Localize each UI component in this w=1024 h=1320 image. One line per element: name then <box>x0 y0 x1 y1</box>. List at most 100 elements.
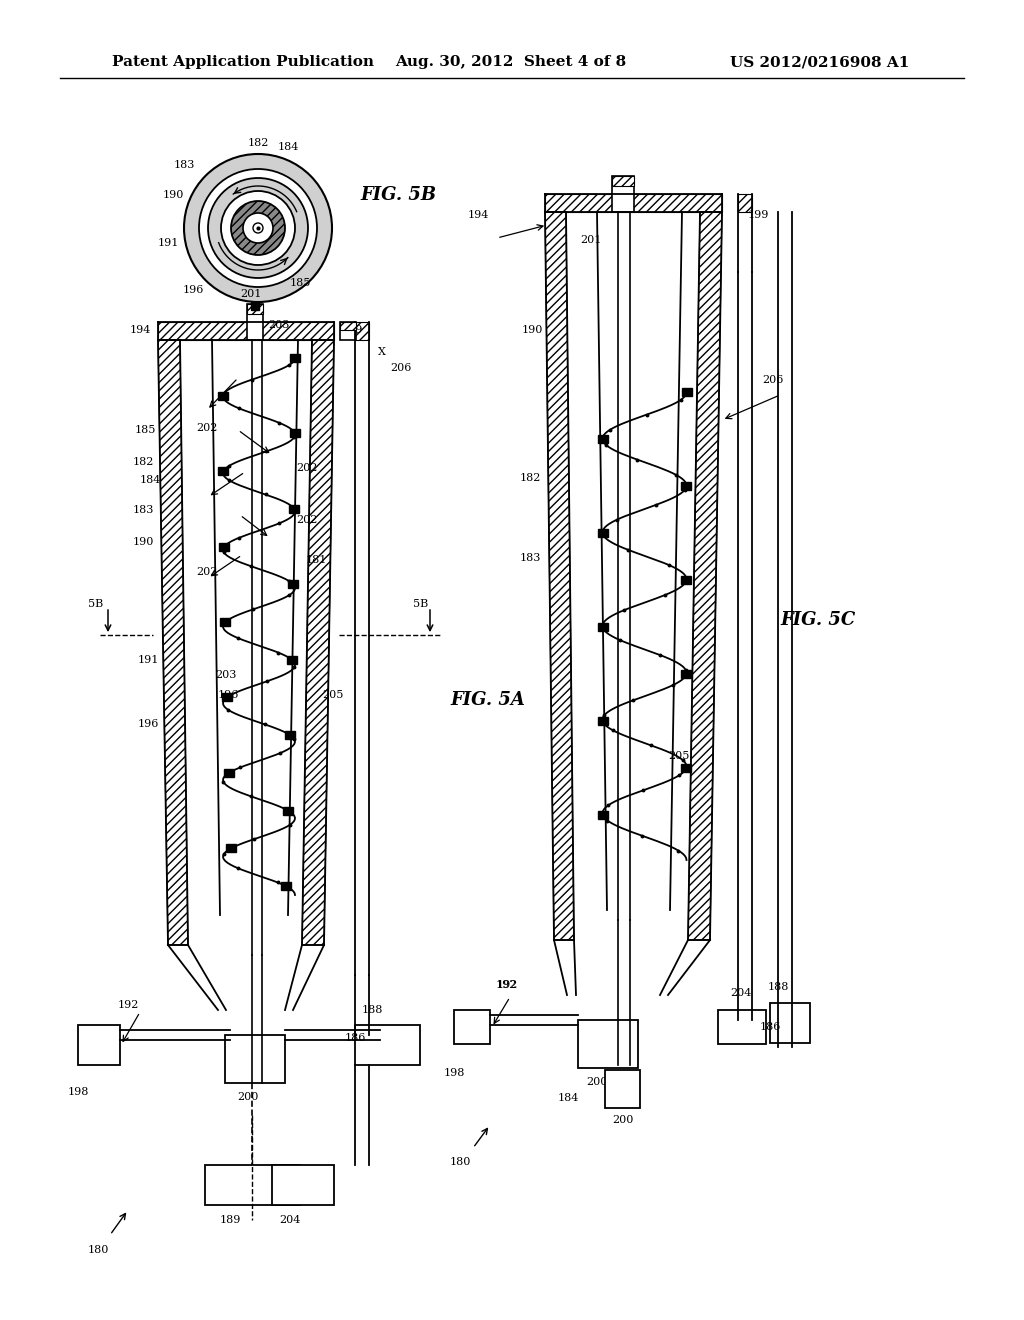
Text: 190: 190 <box>163 190 184 201</box>
Text: 199: 199 <box>342 325 364 335</box>
Text: 189: 189 <box>220 1214 242 1225</box>
Text: 205: 205 <box>322 690 343 700</box>
Text: 200: 200 <box>586 1077 607 1086</box>
Bar <box>247 304 263 314</box>
Text: 188: 188 <box>768 982 790 993</box>
Text: 204: 204 <box>730 987 752 998</box>
Polygon shape <box>158 341 188 945</box>
Text: 194: 194 <box>130 325 152 335</box>
Text: 198: 198 <box>68 1086 89 1097</box>
Ellipse shape <box>208 178 308 279</box>
Text: 200: 200 <box>612 1115 634 1125</box>
Text: FIG. 5C: FIG. 5C <box>780 611 855 630</box>
Polygon shape <box>688 213 722 940</box>
Bar <box>682 482 691 490</box>
Bar <box>290 354 300 362</box>
Text: 191: 191 <box>158 238 179 248</box>
Text: 206: 206 <box>390 363 412 374</box>
Text: 196: 196 <box>183 285 205 294</box>
Text: 196: 196 <box>138 719 160 729</box>
Text: 203: 203 <box>268 319 290 330</box>
Bar <box>770 1003 810 1043</box>
Text: 192: 192 <box>496 979 517 990</box>
Bar <box>220 618 230 626</box>
Text: 186: 186 <box>760 1022 781 1032</box>
Text: 181: 181 <box>306 554 328 565</box>
Text: 198: 198 <box>444 1068 465 1078</box>
Text: 201: 201 <box>240 289 261 300</box>
Text: 190: 190 <box>522 325 544 335</box>
Text: 185: 185 <box>290 279 311 288</box>
Text: 191: 191 <box>138 655 160 665</box>
Bar <box>224 768 233 777</box>
Bar <box>283 807 293 814</box>
Bar <box>682 388 691 396</box>
Text: 192: 192 <box>497 979 518 990</box>
Ellipse shape <box>221 191 295 265</box>
Bar <box>226 845 237 853</box>
Text: 204: 204 <box>279 1214 300 1225</box>
Bar <box>78 1026 120 1065</box>
Ellipse shape <box>243 213 273 243</box>
Bar <box>605 1071 640 1107</box>
Text: 201: 201 <box>580 235 601 246</box>
Text: 190: 190 <box>133 537 155 546</box>
Text: 192: 192 <box>118 1001 139 1010</box>
Text: 202: 202 <box>196 422 217 433</box>
Text: 182: 182 <box>133 457 155 467</box>
Text: 183: 183 <box>520 553 542 564</box>
Text: 183: 183 <box>174 160 196 170</box>
Bar <box>225 1035 285 1082</box>
Text: FIG. 5B: FIG. 5B <box>360 186 436 205</box>
Bar <box>598 810 608 818</box>
Bar <box>287 656 297 664</box>
Bar <box>681 764 691 772</box>
Bar <box>355 322 369 341</box>
Ellipse shape <box>231 201 285 255</box>
Text: US 2012/0216908 A1: US 2012/0216908 A1 <box>730 55 909 69</box>
Text: 186: 186 <box>345 1034 367 1043</box>
Bar <box>612 176 634 213</box>
Bar <box>290 429 300 437</box>
Bar <box>340 322 356 330</box>
Text: 5B: 5B <box>88 599 103 609</box>
Text: 180: 180 <box>450 1158 471 1167</box>
Bar <box>355 1026 420 1065</box>
Text: 203: 203 <box>215 671 237 680</box>
Bar <box>281 882 291 890</box>
Text: 205: 205 <box>668 751 689 762</box>
Bar <box>218 392 228 400</box>
Text: 180: 180 <box>88 1245 110 1255</box>
Bar <box>545 194 722 213</box>
Text: 206: 206 <box>762 375 783 385</box>
Bar <box>247 304 263 341</box>
Bar <box>612 176 634 186</box>
Bar <box>578 1020 638 1068</box>
Text: 184: 184 <box>140 475 162 484</box>
Text: 184: 184 <box>278 143 299 152</box>
Bar <box>597 436 607 444</box>
Ellipse shape <box>199 169 317 286</box>
Text: 184: 184 <box>558 1093 580 1104</box>
Text: 202: 202 <box>296 515 317 525</box>
Text: 183: 183 <box>133 506 155 515</box>
Text: Aug. 30, 2012  Sheet 4 of 8: Aug. 30, 2012 Sheet 4 of 8 <box>395 55 627 69</box>
Polygon shape <box>302 341 334 945</box>
Ellipse shape <box>253 223 263 234</box>
Bar <box>219 543 229 550</box>
Bar <box>598 529 607 537</box>
Text: 199: 199 <box>748 210 769 220</box>
Text: 185: 185 <box>135 425 157 436</box>
Bar <box>681 671 691 678</box>
Text: 182: 182 <box>520 473 542 483</box>
Bar <box>158 322 334 341</box>
Text: 194: 194 <box>468 210 489 220</box>
Bar <box>454 1010 490 1044</box>
Ellipse shape <box>184 154 332 302</box>
Bar <box>738 194 752 213</box>
Text: 202: 202 <box>296 463 317 473</box>
Bar <box>272 1166 334 1205</box>
Text: X: X <box>378 347 386 356</box>
Text: 182: 182 <box>248 139 269 148</box>
Text: 202: 202 <box>196 568 217 577</box>
